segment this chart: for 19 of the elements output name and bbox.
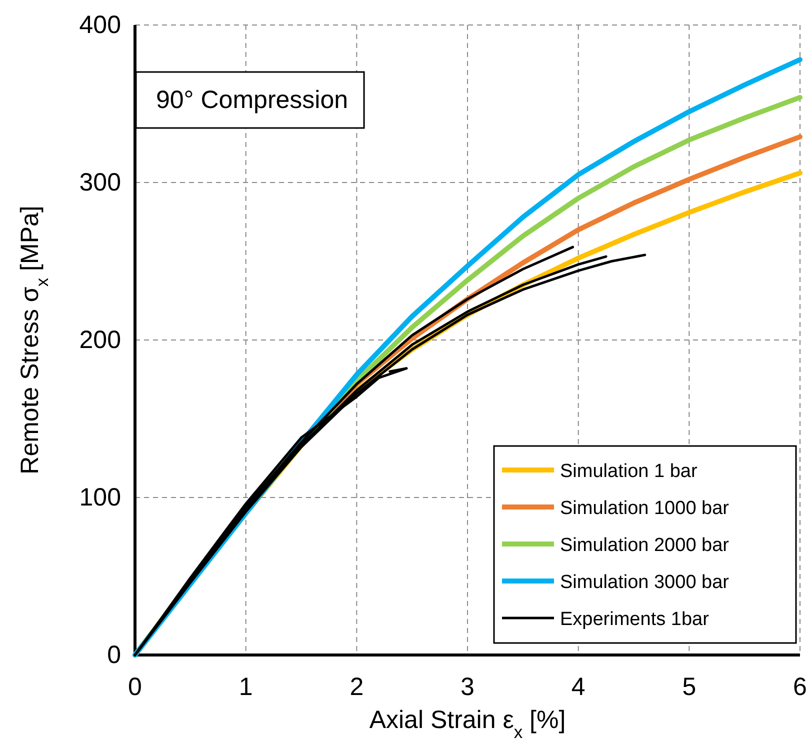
y-tick-label: 100: [79, 484, 121, 512]
x-tick-label: 3: [460, 672, 474, 701]
annotation: 90° Compression: [156, 86, 348, 114]
legend-label: Simulation 1 bar: [560, 461, 698, 482]
y-tick-label: 0: [107, 641, 121, 669]
legend-label: Simulation 2000 bar: [560, 535, 730, 556]
y-tick-label: 200: [79, 326, 121, 354]
x-tick-label: 1: [238, 672, 253, 701]
x-axis-title: Axial Strain ε$_{x}$ [%]: [369, 706, 566, 742]
legend-label: Simulation 1000 bar: [560, 498, 730, 519]
x-tick-label: 2: [350, 672, 364, 701]
x-tick-label: 4: [571, 672, 586, 701]
legend-label: Experiments 1bar: [560, 609, 710, 630]
legend-label: Simulation 3000 bar: [560, 572, 730, 593]
x-tick-label: 0: [128, 672, 142, 701]
x-tick-label: 6: [793, 672, 807, 701]
y-tick-label: 300: [79, 168, 121, 196]
x-tick-label: 5: [682, 672, 696, 701]
y-tick-label: 400: [79, 11, 121, 39]
